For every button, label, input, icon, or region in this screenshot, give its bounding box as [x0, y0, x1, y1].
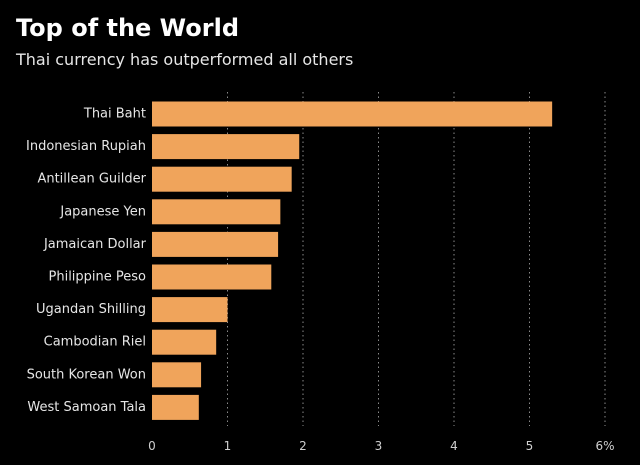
bars	[152, 101, 553, 420]
bar-5	[152, 264, 272, 290]
x-tick-label-3: 3	[375, 439, 383, 453]
chart-subtitle: Thai currency has outperformed all other…	[16, 50, 354, 69]
bar-3	[152, 199, 281, 225]
bar-4	[152, 231, 279, 257]
category-label-1: Indonesian Rupiah	[26, 139, 146, 154]
grid-lines	[227, 92, 606, 426]
bar-9	[152, 394, 199, 420]
bar-7	[152, 329, 217, 355]
category-label-5: Philippine Peso	[49, 270, 147, 285]
x-axis-tick-labels: 0 1 2 3 4 5 6%	[148, 439, 614, 453]
x-tick-label-6: 6%	[595, 439, 614, 453]
category-label-9: West Samoan Tala	[27, 400, 146, 415]
category-labels: Thai Baht Indonesian Rupiah Antillean Guil…	[26, 107, 147, 415]
x-tick-label-4: 4	[450, 439, 458, 453]
x-tick-label-0: 0	[148, 439, 156, 453]
category-label-2: Antillean Guilder	[37, 172, 146, 187]
x-tick-label-5: 5	[526, 439, 534, 453]
category-label-8: South Korean Won	[27, 367, 146, 382]
bar-0	[152, 101, 553, 127]
category-label-6: Ugandan Shilling	[36, 302, 146, 317]
category-label-7: Cambodian Riel	[44, 335, 146, 350]
bar-6	[152, 297, 228, 323]
category-label-0: Thai Baht	[83, 107, 146, 122]
category-label-4: Jamaican Dollar	[43, 237, 147, 252]
category-label-3: Japanese Yen	[59, 204, 146, 219]
bar-1	[152, 134, 300, 160]
x-tick-label-2: 2	[299, 439, 307, 453]
x-tick-label-1: 1	[224, 439, 232, 453]
bar-2	[152, 166, 292, 192]
bar-8	[152, 362, 202, 388]
chart-title: Top of the World	[16, 14, 240, 42]
